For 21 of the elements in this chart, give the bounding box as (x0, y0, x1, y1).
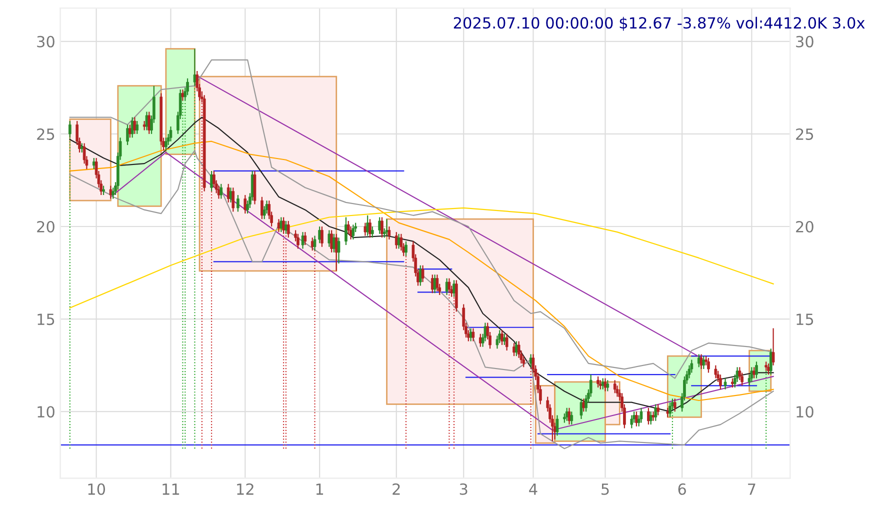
x-tick-label: 12 (237, 483, 254, 495)
y-tick-label: 30 (37, 36, 54, 48)
x-tick-label: 11 (162, 484, 180, 495)
x-tick-label: 2 (392, 483, 400, 495)
y2-tick-label: 25 (796, 128, 814, 140)
x-tick-label: 10 (88, 483, 106, 495)
y2-tick-label: 20 (796, 220, 814, 233)
x-tick-label: 7 (748, 484, 756, 495)
y2-tick-label: 10 (796, 406, 814, 418)
x-tick-label: 6 (678, 483, 686, 495)
y2-tick-label: 15 (796, 314, 814, 326)
y-tick-label: 10 (38, 406, 54, 418)
text: 2025.07.10 00:00:00 $12.67 -3.87% vol:4412.0K 3.0x (454, 16, 865, 31)
y-tick-label: 15 (38, 314, 54, 326)
x-tick-label: 5 (602, 484, 609, 495)
x-tick-label: 3 (460, 483, 468, 495)
y-tick-label: 25 (37, 128, 54, 140)
y2-tick-label: 30 (796, 36, 814, 48)
x-tick-label: 1 (316, 484, 324, 495)
x-tick-label: 4 (529, 484, 538, 495)
y-tick-label: 20 (37, 220, 54, 233)
